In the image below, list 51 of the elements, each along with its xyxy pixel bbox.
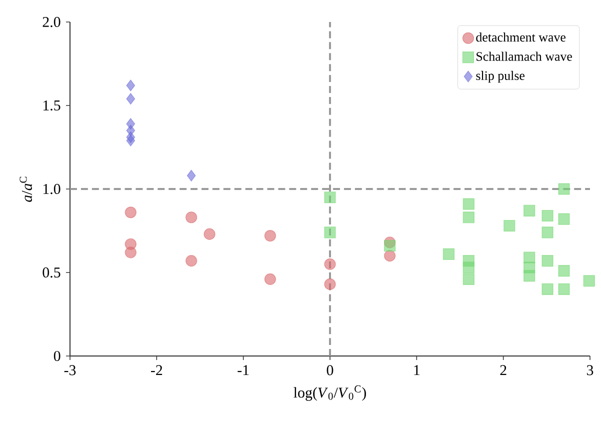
x-tick-label: 0 (326, 365, 334, 376)
x-tick-label: -2 (150, 365, 162, 376)
point (462, 212, 474, 224)
point (384, 250, 396, 262)
point (558, 265, 570, 277)
point (126, 93, 136, 105)
y-tick-label: 1.0 (43, 184, 60, 194)
x-tick-label: 1 (414, 365, 420, 376)
y-tick-label: 1.5 (43, 100, 60, 111)
point (583, 275, 595, 287)
point (558, 283, 570, 295)
point (186, 255, 198, 267)
point (324, 258, 336, 270)
point (504, 220, 516, 232)
legend-label: slip pulse (476, 70, 525, 83)
point (462, 273, 474, 285)
point (442, 248, 455, 260)
point (384, 240, 396, 252)
point (126, 80, 136, 92)
point (524, 204, 536, 216)
point (542, 210, 554, 222)
x-axis-title: log(V$_{0}$/V$_{0}$$^{C}$) (294, 385, 366, 401)
point (186, 170, 196, 182)
x-tick-label: -1 (238, 365, 249, 376)
point (524, 270, 536, 282)
y-tick-label: 2.0 (42, 16, 60, 28)
x-tick-label: 3 (586, 365, 594, 376)
point (324, 278, 336, 290)
y-tick-label: 0 (54, 350, 60, 362)
point (324, 226, 336, 238)
x-tick-label: -3 (64, 365, 76, 376)
point (558, 213, 570, 225)
point (204, 228, 216, 240)
x-tick-label: 2 (500, 365, 506, 376)
point (124, 206, 136, 218)
point (558, 183, 570, 195)
y-axis-title: a/a$^{C}$ (20, 176, 32, 202)
point (124, 246, 136, 258)
point (542, 226, 554, 238)
legend-label: Schallamach wave (476, 52, 572, 61)
point (264, 273, 276, 285)
point (462, 262, 474, 274)
legend-label: detachment wave (476, 32, 566, 42)
point (264, 230, 276, 242)
point (186, 212, 198, 224)
point (542, 255, 554, 267)
point (324, 192, 336, 204)
point (126, 134, 136, 146)
y-tick-label: 0.5 (42, 267, 60, 278)
point (542, 283, 554, 295)
point (462, 198, 474, 210)
